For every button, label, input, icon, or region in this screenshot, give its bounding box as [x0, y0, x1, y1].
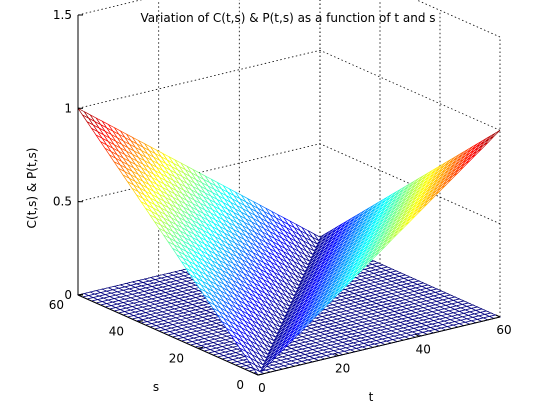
s-tick-label: 0: [236, 378, 244, 392]
s-tick-mark: [137, 320, 144, 323]
t-tick-label: 60: [496, 323, 511, 337]
t-tick-mark: [253, 372, 259, 376]
x-axis-label: t: [369, 390, 374, 404]
t-tick-mark: [415, 333, 420, 337]
z-tick-label: 1: [64, 101, 72, 115]
s-tick-label: 60: [49, 298, 64, 312]
z-tick-label: 1.5: [53, 8, 72, 22]
side-wall-gridline-z: [319, 49, 501, 131]
t-axis-line: [257, 316, 501, 376]
t-tick-label: 20: [335, 362, 350, 376]
back-wall-gridline-z: [77, 49, 321, 109]
t-tick-mark: [495, 314, 501, 318]
y-axis-label: s: [153, 380, 159, 394]
side-wall-gridline-z: [415, 0, 501, 38]
s-axis-line: [77, 294, 259, 376]
side-wall-gridline-z: [319, 143, 501, 225]
z-tick-label: 0: [64, 288, 72, 302]
t-tick-label: 0: [258, 381, 266, 395]
chart-title: Variation of C(t,s) & P(t,s) as a functi…: [140, 11, 435, 25]
surface-layer: [76, 107, 502, 376]
s-tick-mark: [257, 373, 264, 376]
label-layer: Variation of C(t,s) & P(t,s) as a functi…: [25, 11, 436, 404]
t-tick-label: 40: [416, 342, 431, 356]
s-tick-label: 20: [169, 351, 184, 365]
s-tick-mark: [197, 346, 204, 349]
s-tick-label: 40: [109, 325, 124, 339]
z-axis-label: C(t,s) & P(t,s): [25, 148, 39, 229]
t-tick-mark: [334, 353, 339, 357]
z-tick-label: 0.5: [53, 195, 72, 209]
back-wall-gridline-z: [77, 0, 143, 16]
